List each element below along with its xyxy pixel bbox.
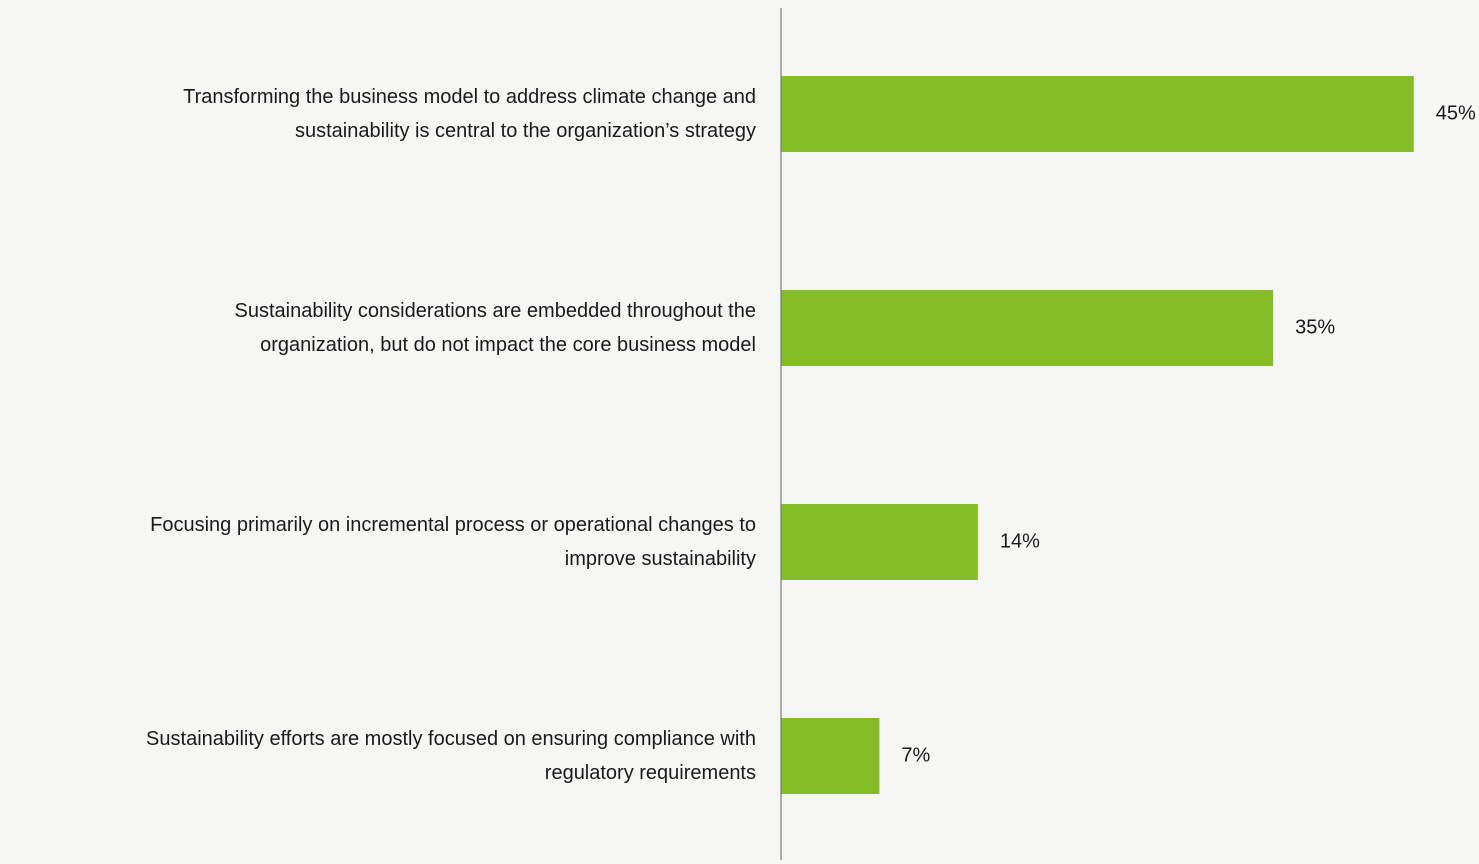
value-label: 35% xyxy=(1295,316,1335,338)
category-label: Sustainability efforts are mostly focuse… xyxy=(146,728,756,784)
category-label: Focusing primarily on incremental proces… xyxy=(150,514,756,570)
category-label: Sustainability considerations are embedd… xyxy=(234,300,756,356)
value-label: 45% xyxy=(1436,102,1476,124)
bar xyxy=(781,504,978,580)
bar xyxy=(781,718,880,794)
value-label: 14% xyxy=(1000,530,1040,552)
category-label: Transforming the business model to addre… xyxy=(183,86,756,142)
bar xyxy=(781,76,1414,152)
bar xyxy=(781,290,1274,366)
value-label: 7% xyxy=(901,744,930,766)
